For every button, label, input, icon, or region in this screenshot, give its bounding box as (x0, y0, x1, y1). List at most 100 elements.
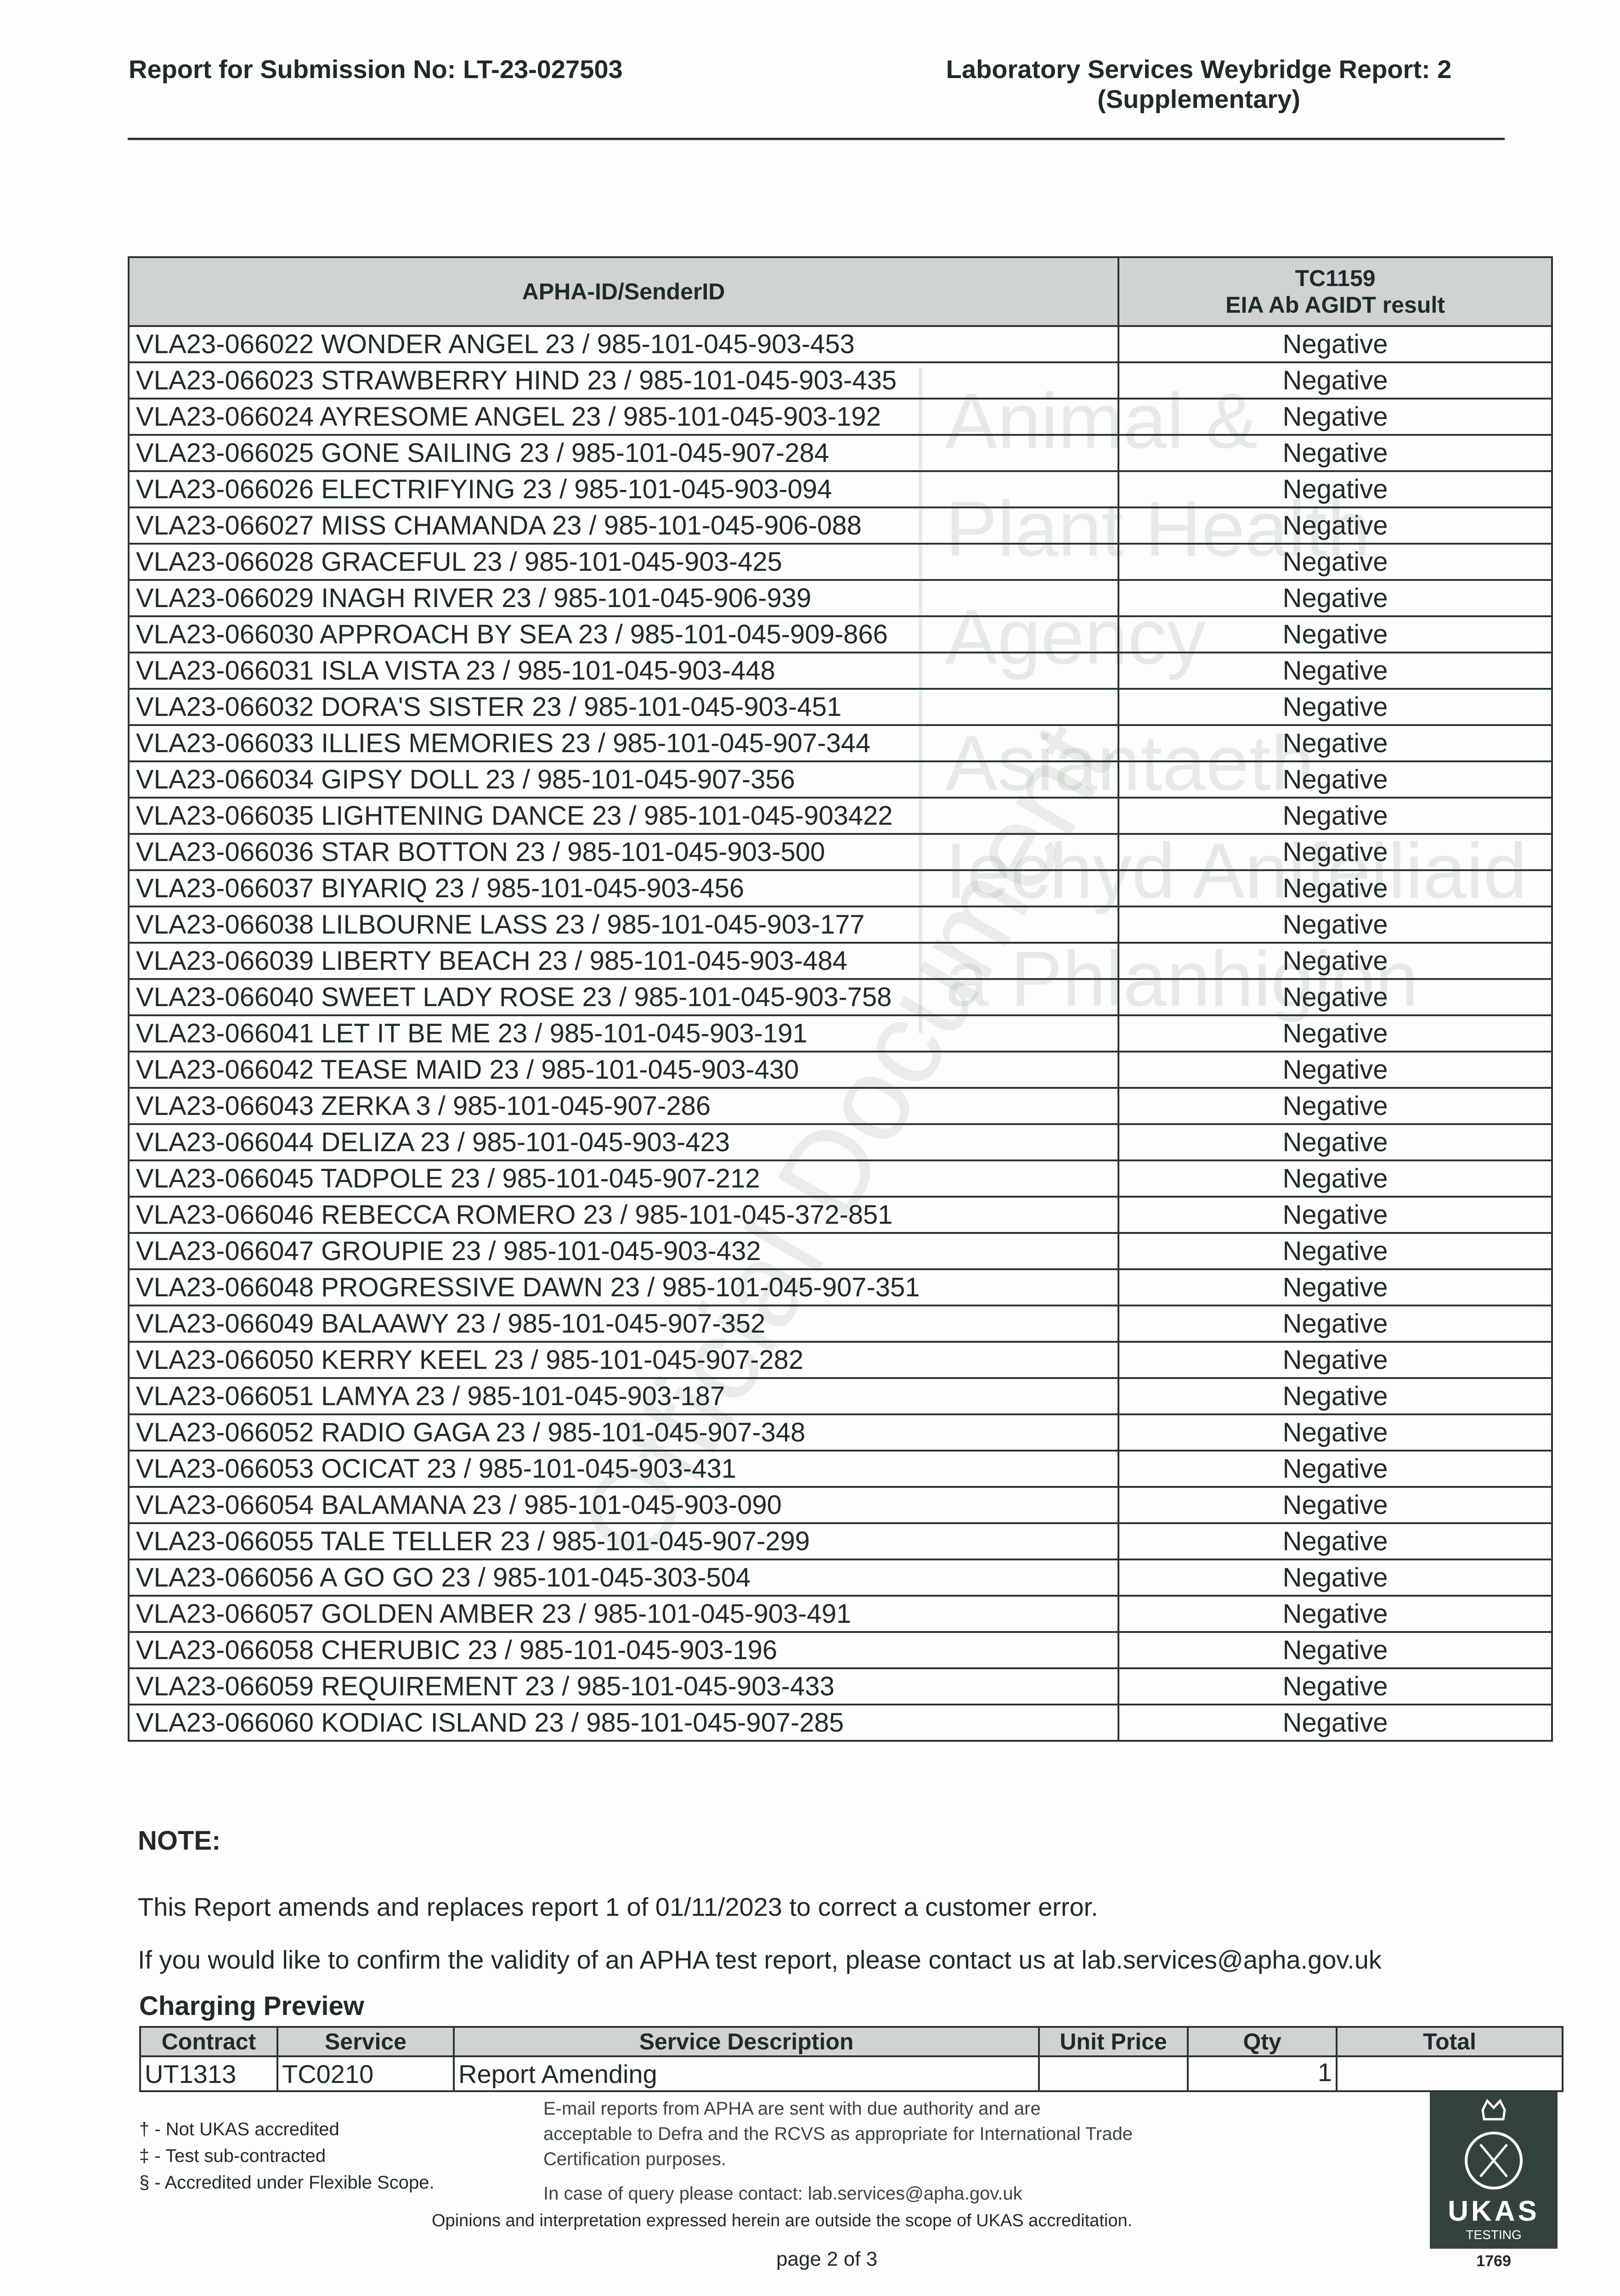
table-row: VLA23-066058 CHERUBIC 23 / 985-101-045-9… (128, 1631, 1553, 1669)
sample-id: VLA23-066032 DORA'S SISTER 23 / 985-101-… (128, 688, 1119, 726)
sample-id: VLA23-066034 GIPSY DOLL 23 / 985-101-045… (128, 760, 1119, 799)
sample-id: VLA23-066055 TALE TELLER 23 / 985-101-04… (128, 1522, 1119, 1560)
table-row: VLA23-066036 STAR BOTTON 23 / 985-101-04… (128, 833, 1553, 871)
crown-icon (1465, 2099, 1523, 2189)
table-row: VLA23-066055 TALE TELLER 23 / 985-101-04… (128, 1522, 1553, 1560)
accreditation-keys: † - Not UKAS accredited ‡ - Test sub-con… (139, 2116, 435, 2196)
table-row: VLA23-066056 A GO GO 23 / 985-101-045-30… (128, 1559, 1553, 1597)
table-row: VLA23-066045 TADPOLE 23 / 985-101-045-90… (128, 1159, 1553, 1198)
col-total: Total (1336, 2026, 1564, 2057)
sample-id: VLA23-066038 LILBOURNE LASS 23 / 985-101… (128, 906, 1119, 944)
table-row: VLA23-066052 RADIO GAGA 23 / 985-101-045… (128, 1413, 1553, 1452)
test-result: Negative (1118, 1631, 1553, 1669)
table-row: VLA23-066048 PROGRESSIVE DAWN 23 / 985-1… (128, 1268, 1553, 1306)
key-sub-contracted: ‡ - Test sub-contracted (139, 2146, 326, 2166)
sample-id: VLA23-066042 TEASE MAID 23 / 985-101-045… (128, 1051, 1119, 1089)
col-contract: Contract (139, 2026, 278, 2057)
ukas-logo: UKAS TESTING (1430, 2092, 1558, 2249)
sample-id: VLA23-066024 AYRESOME ANGEL 23 / 985-101… (128, 398, 1119, 436)
table-row: VLA23-066022 WONDER ANGEL 23 / 985-101-0… (128, 325, 1553, 363)
table-row: VLA23-066032 DORA'S SISTER 23 / 985-101-… (128, 688, 1553, 726)
email-line: E-mail reports from APHA are sent with d… (543, 2099, 1041, 2119)
sample-id: VLA23-066047 GROUPIE 23 / 985-101-045-90… (128, 1232, 1119, 1270)
sample-id: VLA23-066052 RADIO GAGA 23 / 985-101-045… (128, 1413, 1119, 1452)
table-row: VLA23-066028 GRACEFUL 23 / 985-101-045-9… (128, 543, 1553, 581)
table-row: VLA23-066025 GONE SAILING 23 / 985-101-0… (128, 434, 1553, 472)
test-result: Negative (1118, 1051, 1553, 1089)
table-row: VLA23-066039 LIBERTY BEACH 23 / 985-101-… (128, 942, 1553, 980)
sample-id: VLA23-066037 BIYARIQ 23 / 985-101-045-90… (128, 869, 1119, 907)
test-result: Negative (1118, 579, 1553, 617)
charging-table: Contract Service Service Description Uni… (139, 2026, 1564, 2092)
test-result: Negative (1118, 1559, 1553, 1597)
test-result: Negative (1118, 1667, 1553, 1705)
ukas-text: UKAS (1448, 2195, 1540, 2227)
table-row: VLA23-066027 MISS CHAMANDA 23 / 985-101-… (128, 506, 1553, 545)
qty-cell: 1 (1187, 2055, 1338, 2092)
sample-id: VLA23-066041 LET IT BE ME 23 / 985-101-0… (128, 1014, 1119, 1052)
test-result: Negative (1118, 543, 1553, 581)
sample-id: VLA23-066040 SWEET LADY ROSE 23 / 985-10… (128, 978, 1119, 1016)
report-title-line1: Laboratory Services Weybridge Report: 2 (946, 55, 1452, 84)
test-result: Negative (1118, 325, 1553, 363)
test-result: Negative (1118, 1087, 1553, 1125)
key-not-accredited: † - Not UKAS accredited (139, 2119, 339, 2139)
table-row: VLA23-066053 OCICAT 23 / 985-101-045-903… (128, 1450, 1553, 1488)
test-name: EIA Ab AGIDT result (1225, 292, 1445, 318)
sample-id: VLA23-066026 ELECTRIFYING 23 / 985-101-0… (128, 470, 1119, 508)
sample-id: VLA23-066031 ISLA VISTA 23 / 985-101-045… (128, 652, 1119, 690)
table-row: VLA23-066035 LIGHTENING DANCE 23 / 985-1… (128, 797, 1553, 835)
test-result: Negative (1118, 652, 1553, 690)
sample-id: VLA23-066044 DELIZA 23 / 985-101-045-903… (128, 1123, 1119, 1161)
table-row: VLA23-066033 ILLIES MEMORIES 23 / 985-10… (128, 724, 1553, 762)
sample-id: VLA23-066057 GOLDEN AMBER 23 / 985-101-0… (128, 1595, 1119, 1633)
col-header-result: TC1159 EIA Ab AGIDT result (1118, 256, 1553, 327)
charging-header-row: Contract Service Service Description Uni… (139, 2026, 1564, 2057)
sample-id: VLA23-066029 INAGH RIVER 23 / 985-101-04… (128, 579, 1119, 617)
test-result: Negative (1118, 615, 1553, 653)
table-row: VLA23-066047 GROUPIE 23 / 985-101-045-90… (128, 1232, 1553, 1270)
test-result: Negative (1118, 1450, 1553, 1488)
test-result: Negative (1118, 1268, 1553, 1306)
test-result: Negative (1118, 942, 1553, 980)
test-result: Negative (1118, 398, 1553, 436)
table-row: VLA23-066038 LILBOURNE LASS 23 / 985-101… (128, 906, 1553, 944)
test-code: TC1159 (1295, 265, 1376, 291)
table-row: VLA23-066057 GOLDEN AMBER 23 / 985-101-0… (128, 1595, 1553, 1633)
test-result: Negative (1118, 1377, 1553, 1415)
sample-id: VLA23-066050 KERRY KEEL 23 / 985-101-045… (128, 1341, 1119, 1379)
table-row: VLA23-066043 ZERKA 3 / 985-101-045-907-2… (128, 1087, 1553, 1125)
sample-id: VLA23-066043 ZERKA 3 / 985-101-045-907-2… (128, 1087, 1119, 1125)
service-cell: TC0210 (277, 2055, 455, 2092)
table-row: VLA23-066031 ISLA VISTA 23 / 985-101-045… (128, 652, 1553, 690)
note-contact: If you would like to confirm the validit… (138, 1945, 1382, 1974)
col-header-id: APHA-ID/SenderID (128, 256, 1119, 327)
test-result: Negative (1118, 1341, 1553, 1379)
sample-id: VLA23-066030 APPROACH BY SEA 23 / 985-10… (128, 615, 1119, 653)
submission-number: Report for Submission No: LT-23-027503 (129, 55, 623, 84)
table-row: VLA23-066026 ELECTRIFYING 23 / 985-101-0… (128, 470, 1553, 508)
table-row: VLA23-066054 BALAMANA 23 / 985-101-045-9… (128, 1486, 1553, 1524)
report-title-line2: (Supplementary) (1097, 84, 1300, 113)
test-result: Negative (1118, 434, 1553, 472)
test-result: Negative (1118, 361, 1553, 400)
test-result: Negative (1118, 833, 1553, 871)
table-row: VLA23-066037 BIYARIQ 23 / 985-101-045-90… (128, 869, 1553, 907)
test-result: Negative (1118, 724, 1553, 762)
header-divider (128, 138, 1505, 140)
test-result: Negative (1118, 760, 1553, 799)
test-result: Negative (1118, 688, 1553, 726)
page-number: page 2 of 3 (776, 2248, 878, 2270)
sample-id: VLA23-066025 GONE SAILING 23 / 985-101-0… (128, 434, 1119, 472)
ukas-testing: TESTING (1466, 2228, 1522, 2242)
charging-title: Charging Preview (139, 1991, 364, 2021)
test-result: Negative (1118, 1123, 1553, 1161)
table-row: VLA23-066034 GIPSY DOLL 23 / 985-101-045… (128, 760, 1553, 799)
description-cell: Report Amending (453, 2055, 1040, 2092)
sample-id: VLA23-066060 KODIAC ISLAND 23 / 985-101-… (128, 1704, 1119, 1742)
test-result: Negative (1118, 1486, 1553, 1524)
test-result: Negative (1118, 869, 1553, 907)
table-row: VLA23-066044 DELIZA 23 / 985-101-045-903… (128, 1123, 1553, 1161)
sample-id: VLA23-066053 OCICAT 23 / 985-101-045-903… (128, 1450, 1119, 1488)
email-line: acceptable to Defra and the RCVS as appr… (543, 2124, 1133, 2144)
